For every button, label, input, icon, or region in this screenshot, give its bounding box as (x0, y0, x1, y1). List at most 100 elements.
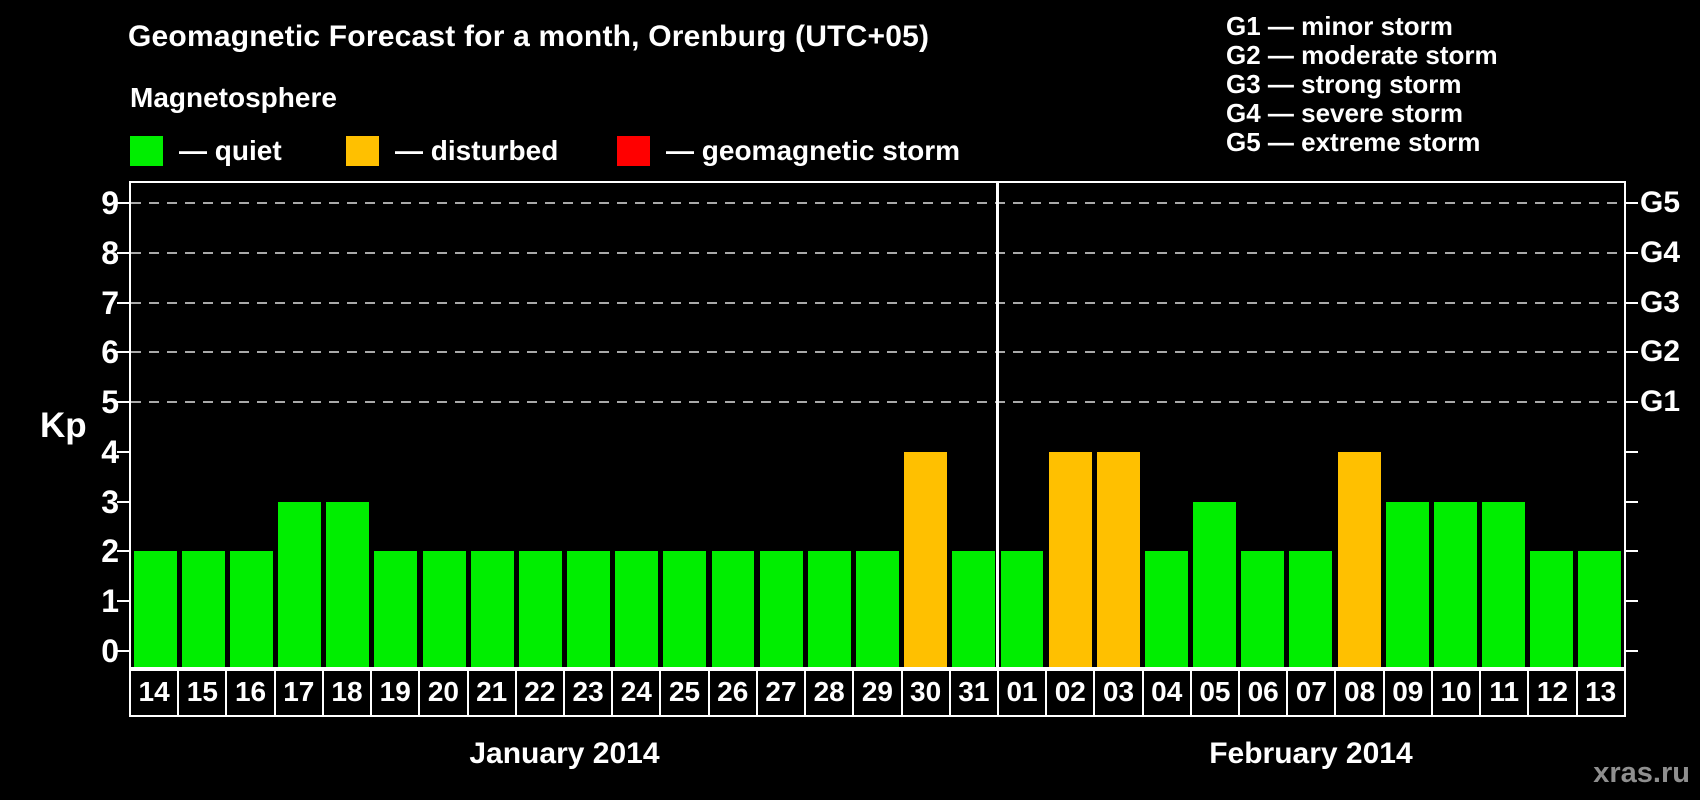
kp-bar-day-08 (1337, 451, 1381, 667)
y-tick-mark-left-6 (117, 351, 129, 354)
legend-swatch-disturbed (346, 136, 379, 166)
date-cell-23: 23 (565, 671, 614, 715)
y-tick-mark-left-4 (117, 450, 129, 453)
date-cell-10: 10 (1433, 671, 1482, 715)
kp-bar-day-16 (229, 551, 273, 667)
date-cell-03: 03 (1095, 671, 1144, 715)
date-cell-24: 24 (613, 671, 662, 715)
magnetosphere-legend-title: Magnetosphere (130, 82, 337, 113)
y-tick-mark-left-8 (117, 251, 129, 254)
date-cell-14: 14 (131, 671, 180, 715)
date-cell-25: 25 (661, 671, 710, 715)
y-tick-label-8: 8 (101, 234, 119, 271)
y-tick-mark-right-8 (1626, 251, 1638, 254)
y-axis-label: Kp (40, 406, 87, 445)
legend-item-quiet: — quiet (130, 135, 282, 167)
g-scale-line-5: G5 — extreme storm (1226, 127, 1481, 157)
date-cell-17: 17 (276, 671, 324, 715)
month-separator-line (996, 183, 1000, 667)
date-cell-05: 05 (1192, 671, 1241, 715)
kp-bar-day-21 (470, 551, 514, 667)
y-tick-label-2: 2 (101, 533, 119, 570)
date-cell-04: 04 (1144, 671, 1192, 715)
kp-bar-day-20 (422, 551, 466, 667)
kp-bar-day-27 (759, 551, 803, 667)
date-cell-02: 02 (1047, 671, 1096, 715)
legend-label-geomagnetic-storm: — geomagnetic storm (666, 135, 961, 166)
date-cell-18: 18 (324, 671, 373, 715)
kp-bar-day-30 (904, 451, 948, 667)
kp-bar-day-17 (278, 501, 322, 667)
y-tick-mark-right-0 (1626, 650, 1638, 652)
date-cell-06: 06 (1240, 671, 1289, 715)
g-axis-label-G4: G4 (1640, 235, 1681, 269)
g-axis-label-G1: G1 (1640, 385, 1681, 419)
date-cell-26: 26 (710, 671, 758, 715)
kp-bar-day-12 (1530, 551, 1574, 667)
y-tick-mark-right-9 (1626, 201, 1638, 204)
y-tick-label-3: 3 (101, 483, 119, 520)
kp-bar-day-29 (856, 551, 899, 667)
y-tick-label-6: 6 (101, 334, 119, 371)
date-cell-22: 22 (517, 671, 565, 715)
kp-bar-day-24 (615, 551, 659, 667)
y-tick-mark-left-1 (117, 600, 129, 603)
g-axis-label-G2: G2 (1640, 335, 1681, 369)
g-scale-line-3: G3 — strong storm (1226, 69, 1462, 99)
y-tick-mark-right-4 (1626, 450, 1638, 453)
date-cell-15: 15 (179, 671, 228, 715)
kp-bar-day-14 (133, 551, 177, 667)
y-tick-mark-right-7 (1626, 301, 1638, 304)
g-scale-legend: G1 — minor storm G2 — moderate storm G3 — … (1226, 12, 1498, 157)
plot-area (131, 183, 1624, 667)
g-scale-line-2: G2 — moderate storm (1226, 40, 1498, 70)
kp-bar-day-31 (952, 551, 996, 667)
date-cell-19: 19 (372, 671, 421, 715)
g-scale-line-4: G4 — severe storm (1226, 98, 1464, 128)
legend-item-geomagnetic-storm: — geomagnetic storm (617, 135, 960, 167)
date-cell-30: 30 (903, 671, 951, 715)
kp-bar-day-25 (663, 551, 707, 667)
kp-bar-day-10 (1433, 501, 1477, 667)
g-axis-label-G3: G3 (1640, 285, 1681, 319)
date-cell-16: 16 (227, 671, 276, 715)
gridline-kp-9 (131, 201, 1624, 204)
y-tick-mark-left-3 (117, 500, 129, 503)
kp-bar-day-04 (1144, 551, 1188, 667)
y-tick-label-7: 7 (101, 284, 119, 321)
y-tick-label-4: 4 (101, 433, 119, 470)
kp-bar-day-02 (1048, 451, 1092, 667)
kp-bar-day-13 (1578, 551, 1622, 667)
y-tick-mark-left-0 (117, 650, 129, 652)
kp-bar-day-06 (1241, 551, 1285, 667)
y-tick-label-1: 1 (101, 583, 119, 620)
legend-label-disturbed: — disturbed (395, 135, 559, 166)
y-tick-label-5: 5 (101, 384, 119, 421)
kp-bar-day-15 (181, 551, 225, 667)
month-label-january: January 2014 (469, 737, 660, 770)
kp-bar-day-19 (374, 551, 418, 667)
watermark: xras.ru (1593, 757, 1690, 789)
kp-bar-day-09 (1385, 501, 1429, 667)
date-cell-21: 21 (469, 671, 517, 715)
kp-bar-day-11 (1482, 501, 1526, 667)
date-cell-27: 27 (758, 671, 807, 715)
kp-bar-day-05 (1193, 501, 1237, 667)
y-tick-mark-right-2 (1626, 550, 1638, 553)
date-cell-13: 13 (1585, 676, 1617, 707)
date-cell-20: 20 (420, 671, 469, 715)
month-label-february: February 2014 (1209, 737, 1413, 770)
kp-bar-day-26 (711, 551, 755, 667)
date-cell-01: 01 (999, 671, 1048, 715)
date-cell-28: 28 (806, 671, 855, 715)
y-tick-mark-right-1 (1626, 600, 1638, 603)
y-tick-mark-left-2 (117, 550, 129, 553)
kp-bar-day-01 (1000, 551, 1044, 667)
y-tick-mark-left-5 (117, 401, 129, 404)
date-cell-31: 31 (951, 671, 999, 715)
kp-bar-day-03 (1096, 451, 1140, 667)
date-cell-29: 29 (854, 671, 903, 715)
kp-bar-day-18 (326, 501, 370, 667)
y-tick-label-0: 0 (101, 633, 119, 669)
